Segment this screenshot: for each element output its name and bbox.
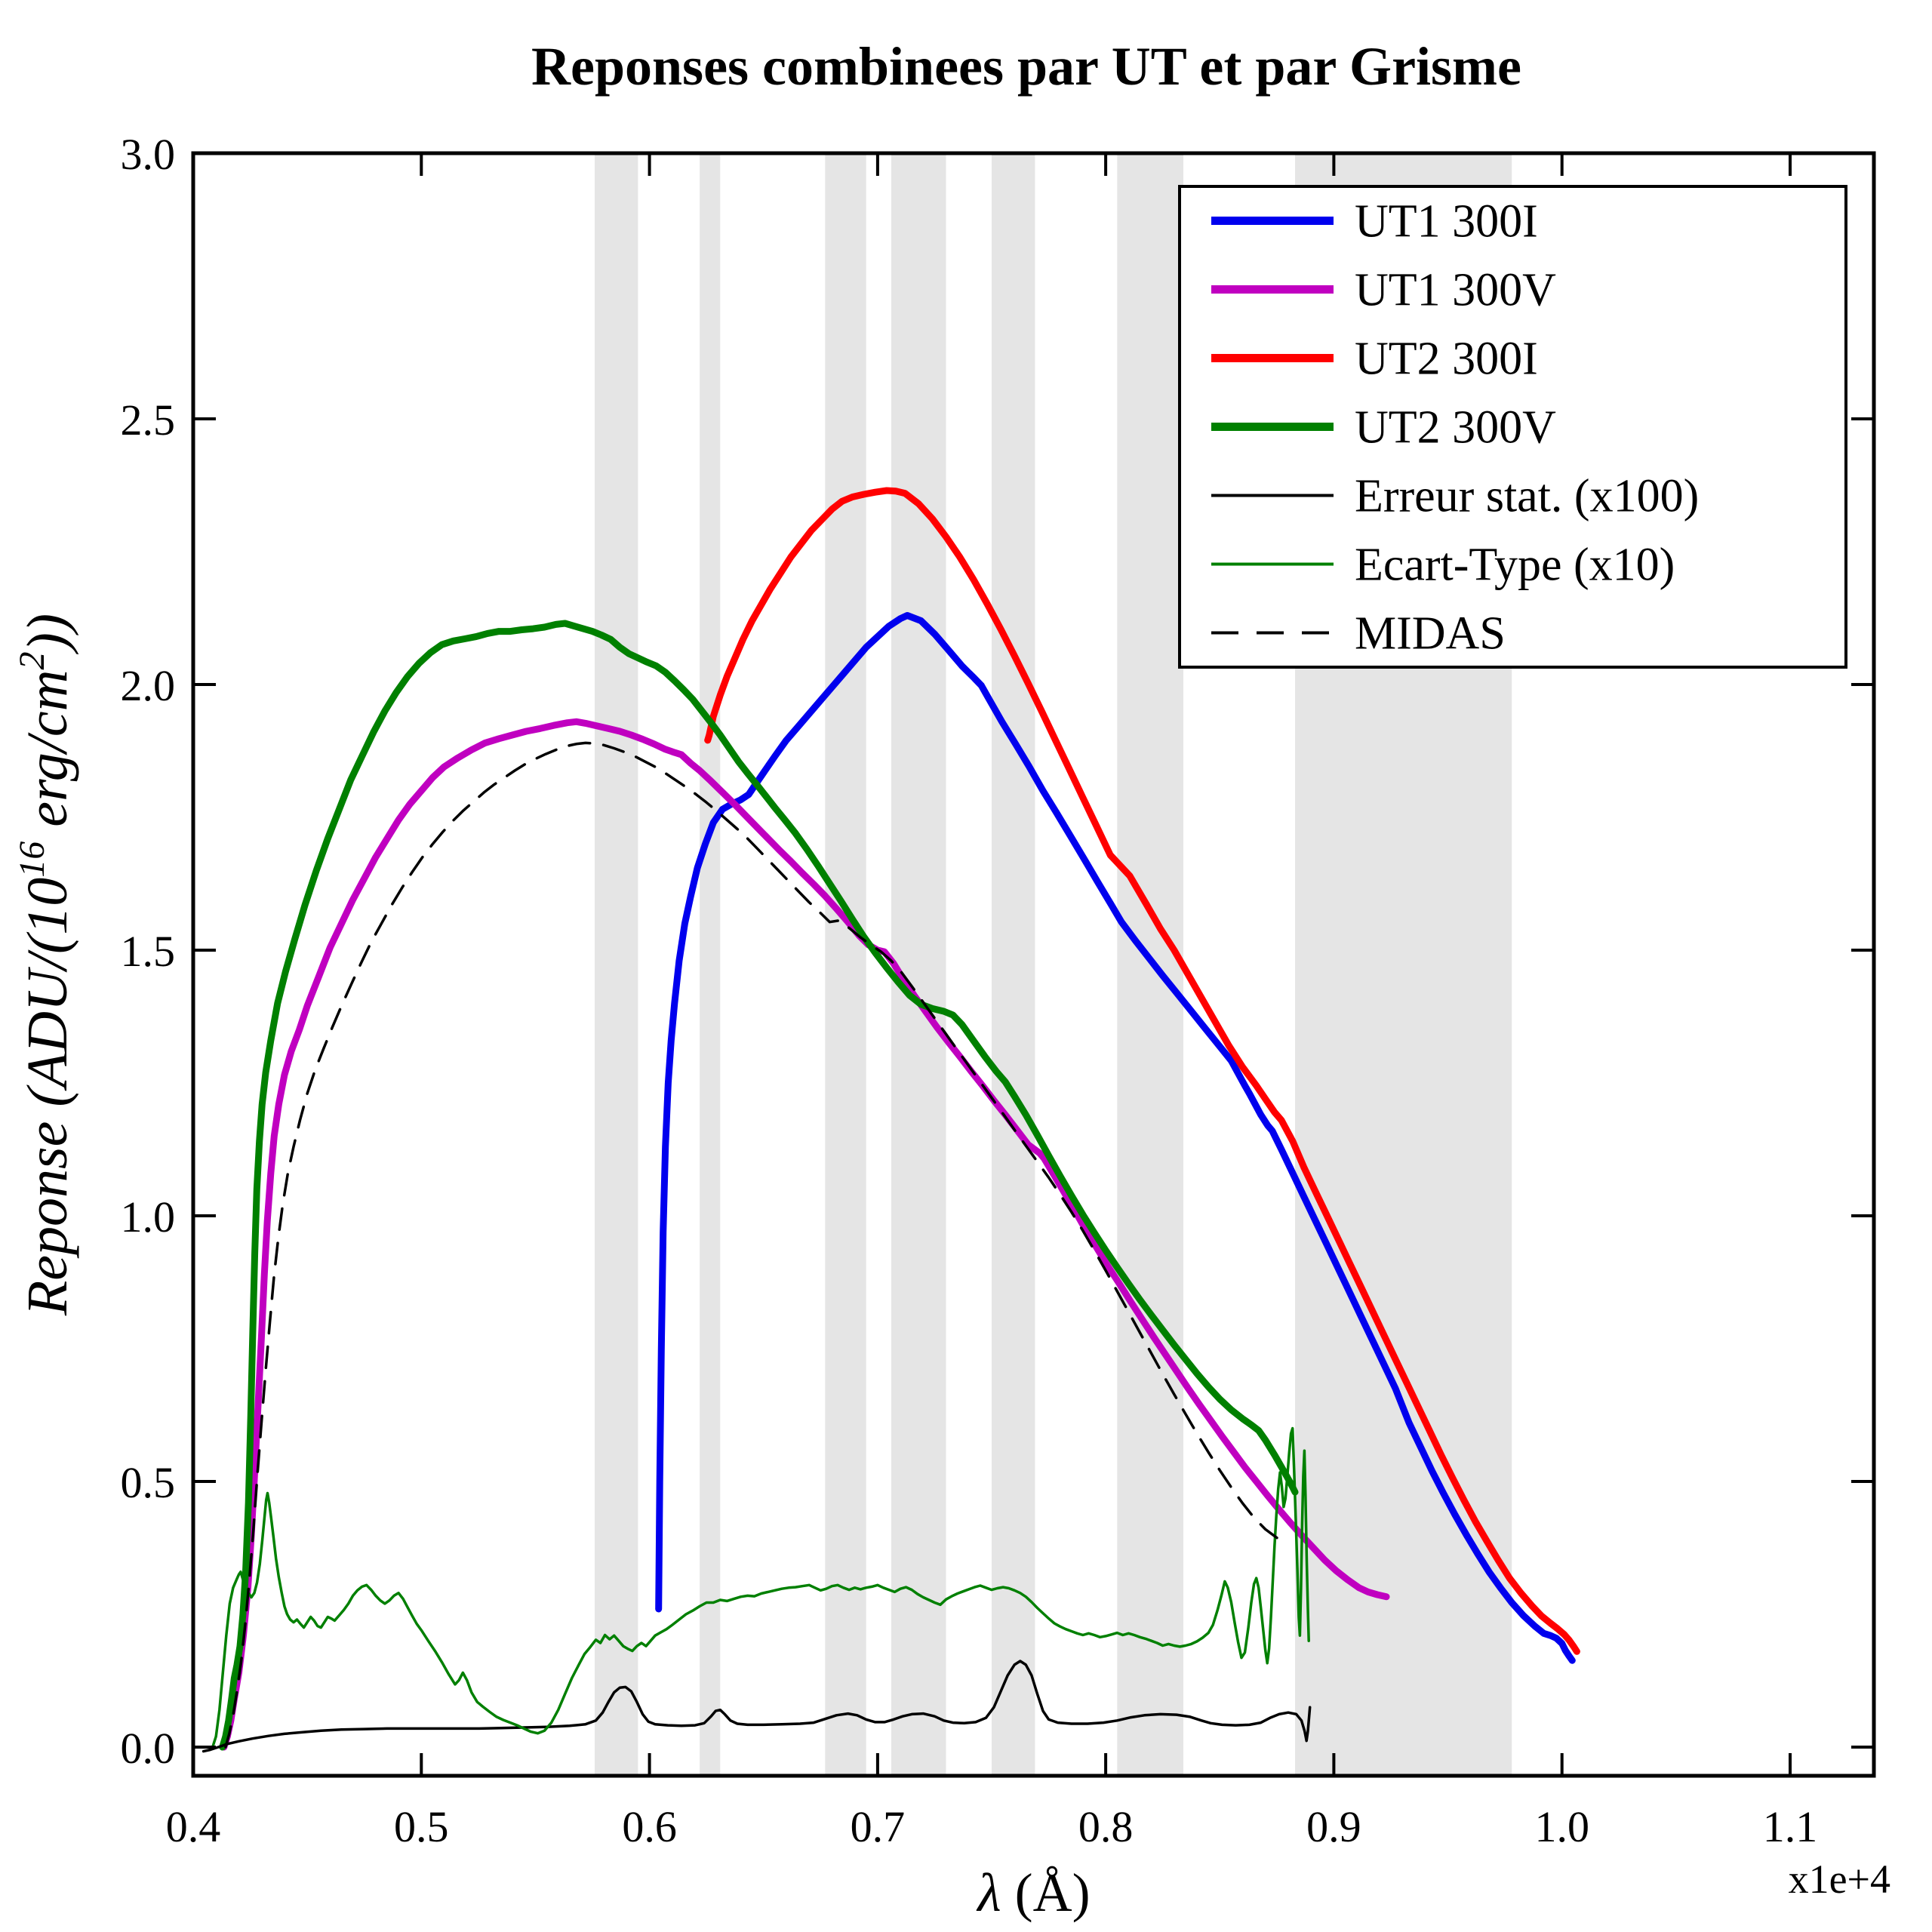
tick-labels-layer: 0.4 0.5 0.6 0.7 0.8 0.9 1.0 1.1 0.0 0.5 1.0 1.5 2.0 2… bbox=[121, 130, 1818, 1851]
x-tick-label: 0.6 bbox=[622, 1802, 677, 1851]
legend-label-erreur-stat: Erreur stat. (x100) bbox=[1355, 471, 1699, 522]
x-tick-label: 0.5 bbox=[394, 1802, 449, 1851]
legend-label-ut2-300i: UT2 300I bbox=[1355, 334, 1538, 385]
x-tick-label: 0.9 bbox=[1306, 1802, 1361, 1851]
curve-ut1-300v bbox=[220, 718, 1390, 1751]
axes-frame-layer bbox=[191, 151, 1876, 1778]
axes-frame bbox=[191, 151, 1876, 1778]
curve-midas bbox=[224, 741, 1287, 1749]
y-tick-label: 2.0 bbox=[121, 661, 176, 710]
chart-title: Reponses combinees par UT et par Grisme bbox=[531, 36, 1521, 97]
legend-label-ut1-300i: UT1 300I bbox=[1355, 196, 1538, 248]
masked-region-band bbox=[992, 153, 1035, 1776]
series-layer bbox=[202, 487, 1580, 1753]
x-tick-label: 0.4 bbox=[166, 1802, 221, 1851]
x-axis-label: λ (Å) bbox=[976, 1863, 1090, 1923]
masked-region-band bbox=[825, 153, 866, 1776]
y-tick-label: 2.5 bbox=[121, 395, 176, 445]
y-tick-label: 0.5 bbox=[121, 1458, 176, 1507]
x-tick-label: 1.0 bbox=[1534, 1802, 1589, 1851]
curve-ecart-type bbox=[211, 1426, 1310, 1749]
masked-region-band bbox=[595, 153, 638, 1776]
x-tick-label: 1.1 bbox=[1763, 1802, 1818, 1851]
y-axis-label: Reponse (ADU/(1016 erg/cm2)) bbox=[12, 614, 79, 1316]
x-axis-offset-text: x1e+4 bbox=[1789, 1857, 1890, 1902]
masked-region-band bbox=[891, 153, 946, 1776]
legend: UT1 300I UT1 300V UT2 300I UT2 300V Erreur s… bbox=[1178, 185, 1847, 669]
y-tick-label: 0.0 bbox=[121, 1724, 176, 1773]
curve-erreur-stat bbox=[202, 1660, 1312, 1753]
curve-ut2-300v bbox=[219, 620, 1299, 1751]
legend-label-ut2-300v: UT2 300V bbox=[1355, 402, 1556, 454]
legend-label-ut1-300v: UT1 300V bbox=[1355, 265, 1556, 316]
ticks-layer bbox=[192, 152, 1874, 1776]
y-tick-label: 1.5 bbox=[121, 927, 176, 976]
legend-label-ecart-type: Ecart-Type (x10) bbox=[1355, 540, 1675, 591]
masked-region-band bbox=[700, 153, 721, 1776]
curve-ut2-300i bbox=[704, 487, 1580, 1655]
x-tick-label: 0.8 bbox=[1078, 1802, 1134, 1851]
y-tick-label: 3.0 bbox=[121, 130, 176, 179]
x-tick-label: 0.7 bbox=[851, 1802, 906, 1851]
y-tick-label: 1.0 bbox=[121, 1192, 176, 1241]
legend-label-midas: MIDAS bbox=[1355, 608, 1506, 660]
